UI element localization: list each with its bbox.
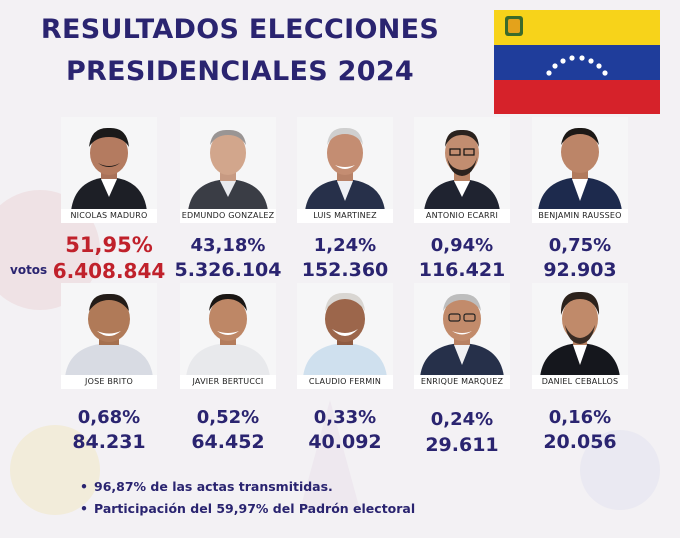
- footnote-text: Participación del 59,97% del Padrón elec…: [94, 501, 416, 516]
- candidate-votes: 84.231: [72, 431, 146, 453]
- candidate-votes: 6.408.844: [52, 259, 166, 283]
- candidate-percentage: 0,33%: [313, 407, 377, 428]
- candidate-percentage: 43,18%: [190, 235, 266, 256]
- bullet-icon: •: [80, 501, 88, 516]
- candidate-photo-icon: [532, 117, 628, 211]
- candidate-photo-icon: [61, 283, 157, 377]
- candidate-votes: 29.611: [425, 434, 499, 456]
- candidate-votes: 92.903: [543, 259, 617, 281]
- candidate-percentage: 0,68%: [77, 407, 141, 428]
- candidate-percentage: 1,24%: [313, 235, 377, 256]
- stars-arc-icon: [546, 55, 608, 76]
- candidate-name: ENRIQUE MARQUEZ: [414, 375, 510, 389]
- candidate-name: ANTONIO ECARRI: [414, 209, 510, 223]
- candidate-name: EDMUNDO GONZALEZ: [180, 209, 276, 223]
- candidate-photo-icon: [414, 283, 510, 377]
- footnotes-list: • 96,87% de las actas transmitidas. • Part…: [80, 476, 415, 520]
- candidate-votes: 40.092: [308, 431, 382, 453]
- page-title-line-1: RESULTADOS ELECCIONES: [40, 14, 440, 45]
- candidate-photo-icon: [414, 117, 510, 211]
- footnote-text: 96,87% de las actas transmitidas.: [94, 479, 333, 494]
- candidate-card-maduro: NICOLAS MADURO: [61, 117, 157, 223]
- candidate-card-rausseo: BENJAMIN RAUSSEO: [532, 117, 628, 223]
- candidate-votes: 5.326.104: [174, 259, 282, 281]
- candidate-photo-icon: [61, 117, 157, 211]
- candidate-name: CLAUDIO FERMIN: [297, 375, 393, 389]
- candidate-photo-icon: [297, 283, 393, 377]
- candidate-card-brito: JOSE BRITO: [61, 283, 157, 389]
- votos-label: votos: [10, 263, 48, 277]
- candidate-name: JAVIER BERTUCCI: [180, 375, 276, 389]
- candidate-photo-icon: [180, 117, 276, 211]
- coat-of-arms-icon: [505, 16, 523, 36]
- candidate-percentage: 0,52%: [196, 407, 260, 428]
- candidate-card-bertucci: JAVIER BERTUCCI: [180, 283, 276, 389]
- candidate-name: NICOLAS MADURO: [61, 209, 157, 223]
- candidate-photo-icon: [532, 283, 628, 377]
- page-title-line-2: PRESIDENCIALES 2024: [65, 56, 415, 87]
- candidate-percentage: 0,75%: [548, 235, 612, 256]
- candidate-card-fermin: CLAUDIO FERMIN: [297, 283, 393, 389]
- candidate-photo-icon: [297, 117, 393, 211]
- candidate-name: LUIS MARTINEZ: [297, 209, 393, 223]
- candidate-photo-icon: [180, 283, 276, 377]
- candidate-name: DANIEL CEBALLOS: [532, 375, 628, 389]
- candidate-votes: 64.452: [191, 431, 265, 453]
- candidate-name: BENJAMIN RAUSSEO: [532, 209, 628, 223]
- candidate-card-martinez: LUIS MARTINEZ: [297, 117, 393, 223]
- candidate-name: JOSE BRITO: [61, 375, 157, 389]
- candidate-percentage: 51,95%: [65, 233, 153, 257]
- footnote-item: • 96,87% de las actas transmitidas.: [80, 476, 415, 498]
- candidate-card-ecarri: ANTONIO ECARRI: [414, 117, 510, 223]
- candidate-card-ceballos: DANIEL CEBALLOS: [532, 283, 628, 389]
- candidate-card-marquez: ENRIQUE MARQUEZ: [414, 283, 510, 389]
- candidate-votes: 20.056: [543, 431, 617, 453]
- candidate-votes: 152.360: [301, 259, 389, 281]
- bullet-icon: •: [80, 479, 88, 494]
- candidate-percentage: 0,16%: [548, 407, 612, 428]
- candidate-percentage: 0,24%: [430, 409, 494, 430]
- candidate-votes: 116.421: [418, 259, 506, 281]
- footnote-item: • Participación del 59,97% del Padrón ele…: [80, 498, 415, 520]
- candidate-percentage: 0,94%: [430, 235, 494, 256]
- venezuela-flag-icon: [494, 10, 660, 114]
- candidate-card-gonzalez: EDMUNDO GONZALEZ: [180, 117, 276, 223]
